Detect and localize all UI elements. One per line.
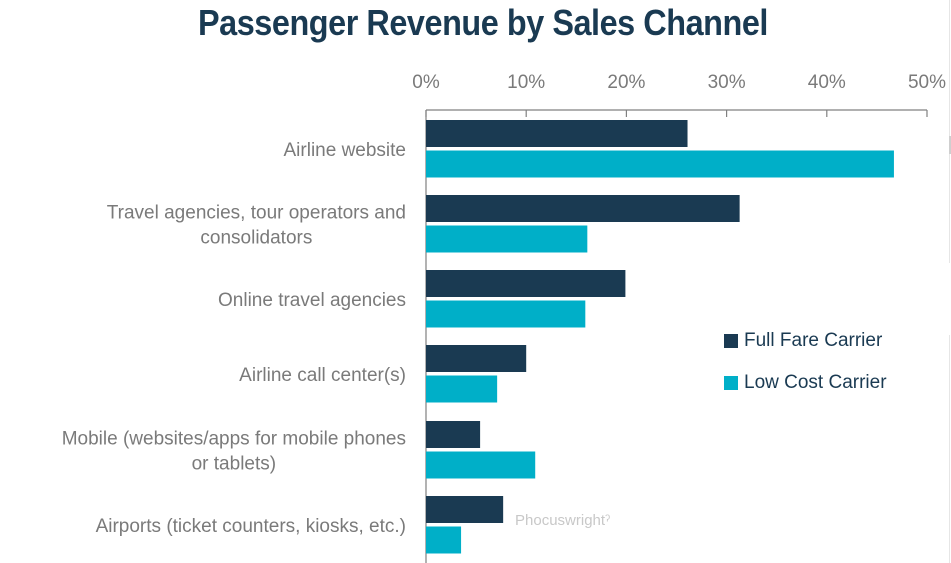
bar-low-cost [426,375,498,403]
bar-full-fare [426,270,626,297]
bar-full-fare [426,496,504,523]
bar-full-fare [426,345,527,372]
bar-low-cost [426,526,462,554]
legend-label-full-fare: Full Fare Carrier [744,330,883,351]
category-label: Airports (ticket counters, kiosks, etc.) [96,516,406,537]
x-tick-label: 0% [412,72,440,93]
x-axis: 0% 10% 20% 30% 40% 50% [412,72,946,563]
bar-full-fare [426,421,481,448]
x-tick-label: 10% [507,72,545,93]
x-tick-label: 30% [708,72,746,93]
category-label: consolidators [200,227,312,248]
bar-low-cost [426,225,588,253]
legend-item-full-fare: Full Fare Carrier [724,320,887,362]
watermark-logo: Phocuswrightˀ [515,512,611,529]
bars [426,120,894,554]
scrollbar-thumb[interactable] [949,136,951,154]
category-label: or tablets) [192,453,276,474]
category-labels: Airline website Travel agencies, tour ope… [62,140,406,537]
bar-full-fare [426,120,688,147]
bar-low-cost [426,451,536,479]
category-label: Mobile (websites/apps for mobile phones [62,428,406,449]
right-border-lower [949,335,950,563]
category-label: Online travel agencies [218,290,406,311]
legend-swatch-low-cost [724,376,738,390]
legend-label-low-cost: Low Cost Carrier [744,372,887,393]
legend-swatch-full-fare [724,334,738,348]
category-label: Airline website [284,140,407,161]
bar-low-cost [426,300,586,328]
x-tick-label: 20% [607,72,645,93]
chart-title: Passenger Revenue by Sales Channel [198,2,768,43]
bar-low-cost [426,150,894,178]
legend: Full Fare Carrier Low Cost Carrier [724,320,887,404]
category-label: Travel agencies, tour operators and [107,202,406,223]
bar-full-fare [426,195,740,222]
category-label: Airline call center(s) [239,365,406,386]
legend-item-low-cost: Low Cost Carrier [724,362,887,404]
x-tick-label: 50% [908,72,946,93]
right-border [949,0,950,263]
x-tick-label: 40% [808,72,846,93]
